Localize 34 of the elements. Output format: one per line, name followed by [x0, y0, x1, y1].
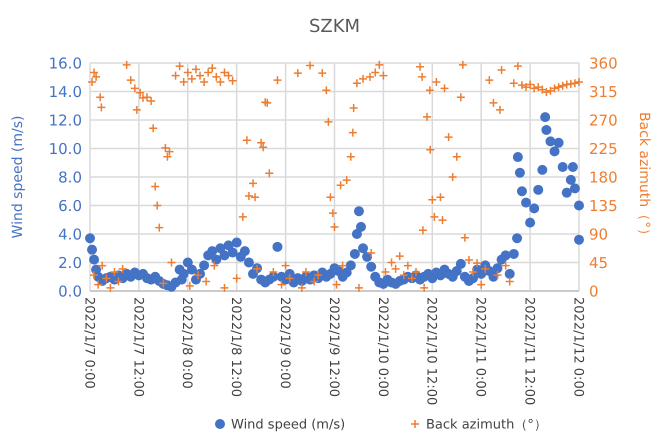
- legend-label: Wind speed (m/s): [231, 418, 346, 433]
- y2-axis-title: Back azimuth（°）: [636, 112, 652, 242]
- x-tick-label: 2022/1/8 0:00: [179, 297, 194, 389]
- x-tick-label: 2022/1/10 0:00: [374, 297, 390, 397]
- legend-label: Back azimuth（°）: [426, 418, 547, 433]
- y2-tick-label: 180: [589, 168, 618, 186]
- y-tick-label: 0.0: [58, 282, 82, 300]
- y2-tick-label: 315: [589, 82, 618, 101]
- y-tick-label: 10.0: [48, 140, 82, 158]
- y2-tick-label: 270: [589, 111, 618, 130]
- y2-tick-label: 360: [589, 54, 618, 72]
- y2-tick-label: 225: [589, 140, 618, 158]
- x-tick-label: 2022/1/12 0:00: [570, 297, 586, 397]
- x-tick-label: 2022/1/11 12:00: [522, 297, 537, 406]
- x-tick-label: 2022/1/7 0:00: [81, 297, 96, 389]
- x-tick-label: 2022/1/7 12:00: [130, 297, 146, 397]
- y-tick-label: 8.0: [58, 168, 82, 186]
- x-tick-label: 2022/1/9 12:00: [326, 297, 341, 397]
- x-tick-label: 2022/1/10 12:00: [424, 297, 439, 406]
- y-tick-label: 6.0: [58, 196, 82, 215]
- x-tick-label: 2022/1/11 0:00: [472, 297, 488, 397]
- y-tick-label: 12.0: [48, 111, 82, 130]
- y2-tick-label: 0: [589, 282, 599, 300]
- chart-title: SZKM: [308, 16, 360, 37]
- y2-tick-label: 135: [589, 196, 618, 215]
- y-axis-title: Wind speed (m/s): [10, 116, 26, 238]
- y-tick-label: 14.0: [48, 82, 82, 101]
- y2-tick-label: 45: [589, 254, 608, 272]
- y-tick-label: 2.0: [58, 254, 82, 272]
- y-tick-label: 16.0: [48, 54, 82, 72]
- x-tick-label: 2022/1/8 12:00: [228, 297, 244, 397]
- x-tick-label: 2022/1/9 0:00: [277, 297, 292, 389]
- y-tick-label: 4.0: [58, 225, 82, 244]
- y2-tick-label: 90: [589, 225, 608, 244]
